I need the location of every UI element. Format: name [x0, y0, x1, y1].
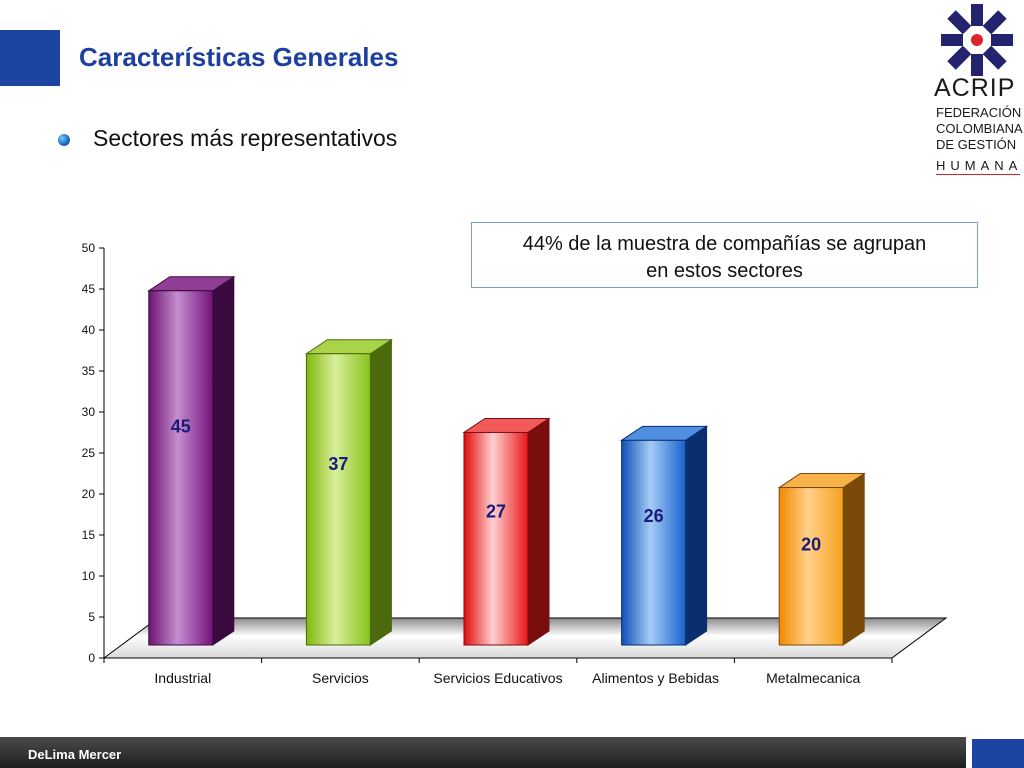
callout-line-1: 44% de la muestra de compañías se agrupa… — [522, 233, 927, 255]
bar-side — [842, 472, 865, 646]
logo-line-3: DE GESTIÓN — [936, 137, 1017, 152]
bar-value-label: 27 — [486, 501, 506, 521]
bar-servicios: 37 — [304, 338, 394, 646]
y-axis: 0 5 10 15 20 25 30 35 40 45 50 — [82, 241, 105, 665]
bar-front — [148, 290, 214, 646]
y-tick-label: 25 — [82, 446, 96, 460]
bar-side — [212, 275, 235, 646]
y-tick-label: 45 — [82, 282, 96, 296]
logo-name: ACRIP — [934, 74, 1016, 102]
x-axis: Industrial Servicios Servicios Educativos A… — [103, 658, 893, 686]
y-tick-label: 30 — [82, 405, 96, 419]
bar-servicios-educativos: 27 — [462, 417, 551, 646]
bar-front — [778, 487, 844, 646]
y-tick-label: 35 — [82, 364, 96, 378]
logo-line-2: COLOMBIANA — [936, 121, 1023, 136]
bar-front — [305, 353, 371, 646]
bar-side — [369, 338, 392, 646]
acrip-logo — [930, 2, 1024, 177]
y-tick-label: 0 — [88, 651, 95, 665]
bars: 45 37 27 26 20 — [147, 275, 866, 646]
bar-value-label: 26 — [644, 506, 664, 526]
bar-metalmecanica: 20 — [777, 472, 866, 646]
footer-accent-square — [972, 739, 1024, 768]
bullet-icon — [58, 134, 70, 146]
bar-front — [621, 439, 687, 646]
x-category-label: Metalmecanica — [766, 670, 860, 686]
logo-line-4: HUMANA — [936, 158, 1023, 173]
footer-bar — [0, 737, 966, 768]
bar-side — [685, 425, 708, 646]
y-tick-label: 15 — [82, 528, 96, 542]
callout-box: 44% de la muestra de compañías se agrupa… — [471, 222, 978, 288]
y-tick-label: 40 — [82, 323, 96, 337]
bar-side — [527, 417, 550, 646]
bar-value-label: 20 — [801, 535, 821, 555]
bar-alimentos-y-bebidas: 26 — [619, 425, 709, 646]
y-tick-label: 10 — [82, 569, 96, 583]
acrip-star-icon — [941, 4, 1013, 76]
callout-line-2: en estos sectores — [646, 260, 803, 282]
bullet-text: Sectores más representativos — [93, 125, 398, 151]
logo-line-1: FEDERACIÓN — [936, 105, 1022, 120]
bar-front — [463, 431, 529, 646]
bar-industrial: 45 — [147, 275, 236, 646]
slide-title: Características Generales — [79, 42, 399, 72]
x-category-label: Alimentos y Bebidas — [592, 670, 719, 686]
bar-value-label: 45 — [171, 416, 191, 436]
y-tick-label: 20 — [82, 487, 96, 501]
bar-value-label: 37 — [328, 454, 348, 474]
logo-underline — [936, 174, 1020, 175]
x-category-label: Servicios Educativos — [433, 670, 562, 686]
y-tick-label: 50 — [82, 241, 96, 255]
y-tick-label: 5 — [88, 610, 95, 624]
footer-brand: DeLima Mercer — [28, 747, 122, 762]
corner-accent-square — [0, 30, 60, 86]
x-category-label: Industrial — [154, 670, 211, 686]
x-category-label: Servicios — [312, 670, 369, 686]
